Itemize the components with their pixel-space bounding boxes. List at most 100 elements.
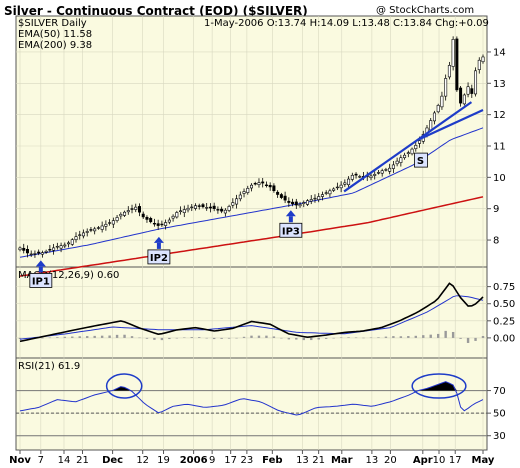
histogram-bar (100, 335, 104, 338)
price-candle (306, 200, 310, 205)
y-tick-label: 12 (493, 110, 506, 121)
x-tick-label: 23 (241, 455, 254, 466)
price-candle (343, 182, 347, 185)
price-candle (298, 204, 302, 207)
x-tick-label: Dec (102, 455, 123, 466)
x-tick-label: Feb (262, 455, 282, 466)
price-candle (440, 95, 444, 108)
price-candle (403, 154, 407, 159)
price-candle (335, 186, 339, 189)
price-candle (145, 216, 149, 220)
x-tick-label: 21 (312, 455, 325, 466)
price-candle (291, 201, 295, 205)
price-candle (429, 120, 433, 131)
histogram-bar (153, 337, 156, 340)
price-candle (179, 210, 183, 212)
price-candle (137, 206, 141, 213)
price-candle (70, 239, 74, 245)
price-candle (96, 227, 100, 229)
price-candle (231, 202, 235, 206)
price-candle (89, 229, 93, 231)
label-box (279, 222, 303, 238)
price-candle (216, 209, 220, 211)
histogram-bar (287, 337, 291, 340)
price-candle (104, 223, 108, 227)
y-tick-label: 0.50 (493, 299, 515, 310)
up-arrow-icon (285, 210, 296, 217)
x-tick-label: 10 (433, 455, 446, 466)
price-candle (250, 184, 254, 189)
x-tick-label: 20 (384, 455, 397, 466)
ema50-line (19, 127, 484, 258)
price-candle (447, 65, 451, 78)
price-candle (74, 236, 78, 241)
y-tick-label: 14 (493, 47, 506, 58)
price-candle (149, 217, 153, 223)
histogram-bar (198, 337, 201, 338)
price-candle (283, 195, 287, 201)
price-candle (369, 175, 373, 178)
price-candle (123, 211, 127, 216)
price-candle (474, 70, 478, 95)
histogram-bar (168, 337, 171, 340)
symbol-label: $SILVER Daily (18, 18, 87, 29)
price-candle (134, 206, 138, 210)
price-candle (246, 188, 250, 193)
price-candle (22, 247, 26, 251)
price-candle (119, 213, 123, 217)
histogram-bar (86, 336, 89, 338)
price-candle (481, 56, 485, 63)
price-candle (276, 191, 280, 195)
price-candle (208, 206, 212, 209)
histogram-bar (295, 337, 298, 340)
price-candle (193, 205, 197, 209)
annotation-label: S (417, 156, 424, 167)
price-candle (350, 174, 354, 180)
histogram-bar (317, 337, 320, 340)
price-candle (40, 252, 44, 255)
price-candle (279, 194, 283, 198)
x-tick-label: 13 (296, 455, 309, 466)
price-candle (93, 228, 97, 232)
price-panel (15, 15, 488, 268)
price-candle (220, 208, 224, 212)
price-candle (477, 59, 481, 70)
highlight-ellipse (105, 373, 143, 399)
histogram-bar (123, 334, 126, 338)
histogram-bar (377, 337, 380, 338)
axis-ticks: 8 9 10 11 12 13 14 0.00 0.25 0.50 0.75 30 50 70 Nov 7 14… (9, 47, 515, 466)
histogram-bar (257, 335, 261, 338)
price-candle (85, 231, 89, 233)
histogram-bar (56, 337, 59, 338)
y-tick-label: 13 (493, 79, 506, 90)
price-candle (78, 234, 82, 236)
price-candle (264, 184, 268, 187)
y-tick-label: 30 (493, 431, 506, 442)
price-candle (67, 242, 71, 245)
price-candle (451, 39, 455, 67)
price-candle (44, 250, 48, 253)
y-tick-label: 10 (493, 173, 506, 184)
price-candle (294, 201, 298, 206)
histogram-bar (242, 336, 246, 338)
x-tick-label: Apr (413, 455, 433, 466)
price-candle (470, 88, 474, 94)
price-candle (391, 164, 395, 169)
price-candle (418, 140, 422, 144)
price-candle (238, 194, 242, 200)
price-candle (462, 94, 466, 105)
price-candle (212, 205, 216, 209)
annotation-label: IP2 (150, 253, 168, 264)
price-candle (48, 249, 52, 251)
price-candle (242, 191, 246, 194)
price-candle (373, 174, 377, 176)
histogram-bar (220, 337, 223, 339)
x-tick-label: 14 (58, 455, 71, 466)
histogram-bar (41, 337, 44, 339)
macd-histogram (18, 330, 485, 343)
price-candle (455, 38, 459, 91)
price-candle (436, 105, 440, 113)
histogram-bar (272, 336, 276, 338)
y-tick-label: 9 (493, 204, 499, 215)
